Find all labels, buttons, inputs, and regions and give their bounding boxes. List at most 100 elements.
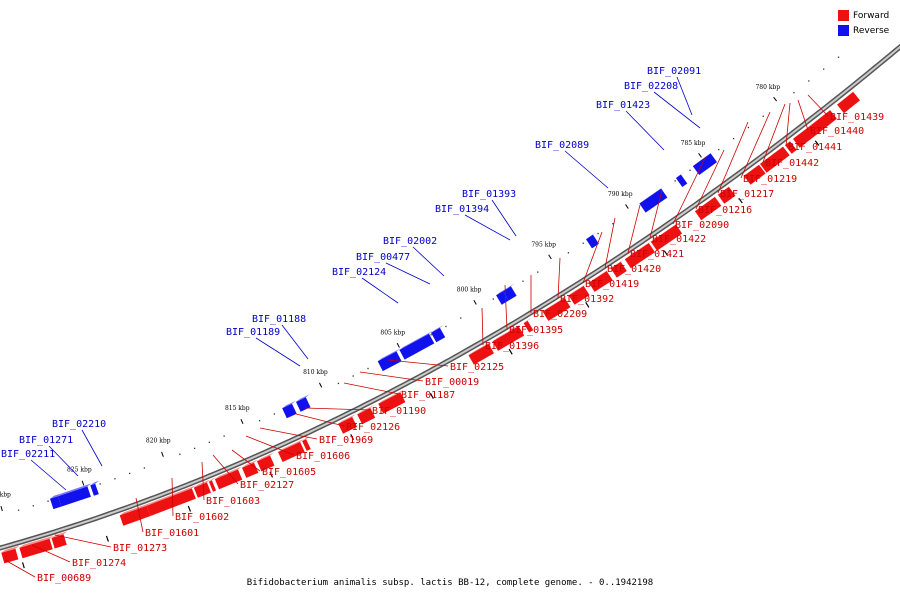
reverse-gene-box [503,286,517,301]
minor-tick [179,453,181,455]
forward-gene-label: BIF_01601 [145,528,199,539]
minor-tick [567,252,570,254]
forward-gene-label: BIF_01603 [206,496,260,507]
reverse-leader [491,199,517,237]
kbp-tick-label: 780 kbp [755,84,780,91]
kbp-tick [773,96,778,102]
lower-tick [508,348,513,355]
gene-box-bevel [296,394,310,402]
reverse-gene-box [399,333,435,360]
reverse-gene-label: BIF_01393 [462,189,516,200]
gene-box-bevel [431,324,444,333]
forward-gene-box [208,480,217,492]
reverse-leader [676,76,693,116]
forward-gene-box [193,482,211,498]
legend: Forward Reverse [838,8,889,38]
minor-tick [537,271,539,273]
forward-gene-box [1,548,19,564]
minor-tick [337,382,340,385]
gene-box-bevel [57,483,92,497]
kbp-tick [0,506,3,512]
forward-gene-box [257,455,275,472]
gene-box-bevel [50,493,62,499]
forward-gene-box [650,224,683,251]
gene-box-bevel [503,283,515,292]
reverse-leader [48,445,79,477]
kbp-tick-label: 790 kbp [608,191,633,198]
forward-leader [717,121,749,194]
forward-gene-label: BIF_01392 [560,294,614,305]
forward-gene-box [588,271,613,292]
gene-box-bevel [744,161,763,176]
reverse-gene-label: BIF_01271 [19,435,73,446]
minor-tick [367,367,369,370]
forward-leader [740,111,771,179]
forward-gene-label: BIF_01187 [401,390,455,401]
forward-gene-box [378,392,406,414]
minor-tick [522,280,524,282]
minor-tick [129,472,131,475]
gene-box-bevel [399,330,433,350]
gene-box-bevel [568,282,588,296]
gene-labels: BIF_02091 BIF_02208 BIF_01423 BIF_02089 BIF_… [1,66,884,584]
forward-leader [582,231,603,284]
gene-box-bevel [51,531,68,538]
minor-tick [762,115,764,117]
reverse-gene-label: BIF_01189 [226,327,280,338]
backbone-dark [0,43,900,551]
forward-gene-box [785,141,797,154]
forward-gene-box [542,297,571,321]
forward-gene-label: BIF_02125 [450,362,504,373]
gene-box-bevel [282,400,296,409]
reverse-gene-label: BIF_01188 [252,314,306,325]
forward-leader [295,413,345,427]
minor-tick [445,325,447,328]
kbp-tick-label: 825 kbp [67,466,92,473]
reverse-gene-label: BIF_02002 [383,236,437,247]
forward-gene-box [717,186,736,204]
reverse-gene-box [675,174,688,187]
forward-gene-label: BIF_01419 [585,279,639,290]
reverse-swatch [838,25,849,36]
kbp-tick [625,204,629,209]
lower-tick [269,471,274,478]
forward-leader [627,204,641,254]
forward-gene-box [146,488,196,516]
minor-tick [193,447,196,450]
minor-tick [689,169,691,172]
forward-gene-label: BIF_02090 [675,220,729,231]
gene-box-bevel [717,183,733,195]
gene-box-bevel [837,88,858,105]
reverse-leader [281,324,309,360]
reverse-gene-box [296,397,311,412]
forward-gene-box [357,407,376,425]
forward-leader [481,307,484,346]
forward-gene-box [51,534,67,549]
forward-leader [604,217,616,269]
reverse-gene-box [90,483,99,496]
lower-tick [105,535,109,542]
legend-forward: Forward [838,8,889,23]
gene-box-bevel [586,231,597,240]
forward-gene-box [795,125,818,147]
lower-tick [187,505,192,512]
minor-tick [223,435,225,437]
forward-leader [171,477,174,517]
forward-gene-label: BIF_01273 [113,543,167,554]
forward-gene-box [811,110,837,134]
legend-reverse-label: Reverse [853,25,890,36]
gene-box-bevel [811,107,835,125]
gene-box-bevel [377,348,401,362]
gene-box-bevel [785,138,794,146]
backbone-light [0,45,900,550]
forward-gene-label: BIF_01605 [262,467,316,478]
forward-gene-box [214,469,243,490]
reverse-gene-label: BIF_02210 [52,419,106,430]
forward-gene-label: BIF_01442 [765,158,819,169]
forward-gene-label: BIF_01217 [720,189,774,200]
forward-gene-box [624,243,655,269]
gene-box-bevel [523,317,532,324]
kbp-tick [240,418,244,424]
reverse-gene-box [377,351,402,372]
reverse-gene-box [50,496,62,510]
